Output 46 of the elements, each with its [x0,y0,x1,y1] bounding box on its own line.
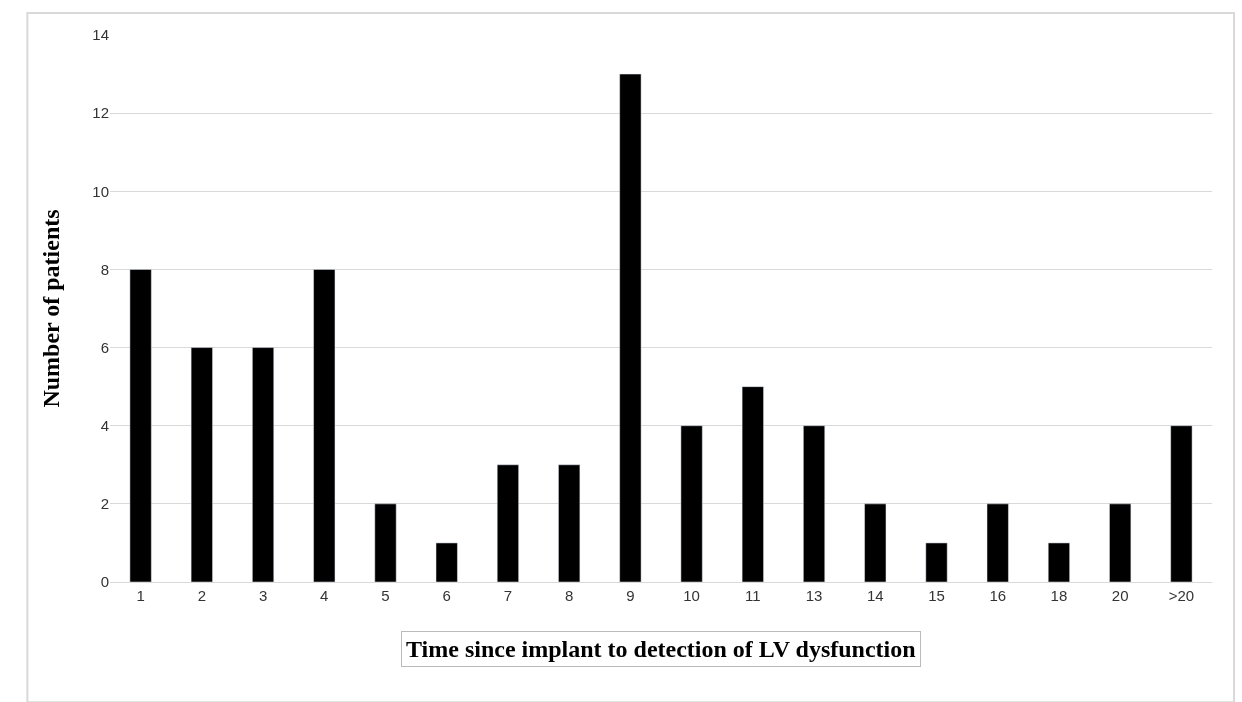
y-tick-label: 4 [100,416,109,434]
x-tick-label: 15 [928,587,945,604]
y-axis-title: Number of patients [38,209,65,408]
bar [374,503,397,582]
bar [252,347,275,582]
x-tick-label: 10 [683,587,700,604]
bar [558,464,581,582]
bar [741,386,764,582]
x-tick-label: 1 [136,587,145,604]
bar [619,73,642,582]
bar [1047,542,1070,582]
bar [680,425,703,582]
x-tick-label: 8 [565,587,574,604]
bar [925,542,948,582]
x-tick-label: 7 [503,587,513,604]
bar [190,347,213,582]
x-tick-label: 16 [989,587,1007,604]
y-tick-label: 14 [92,26,109,44]
y-tick-label: 10 [92,182,109,200]
y-tick-label: 2 [100,495,109,513]
y-tick-label: 6 [100,338,109,356]
bar [496,464,519,582]
x-tick-label: 6 [442,587,451,604]
bar [435,542,458,582]
x-tick-label: 14 [866,587,884,604]
bar [313,269,336,582]
x-tick-label: 18 [1050,587,1068,604]
bar [803,425,826,582]
y-tick-label: 0 [100,573,109,591]
bar [1109,503,1132,582]
x-tick-label: 11 [745,587,761,604]
bar [129,269,152,582]
x-tick-label: 2 [197,587,206,604]
x-tick-label: 13 [805,587,823,604]
y-tick-label: 12 [92,104,109,122]
x-tick-label: 4 [320,587,329,604]
x-tick-label: >20 [1168,587,1195,604]
x-tick-label: 9 [626,587,635,604]
x-tick-label: 20 [1111,587,1129,604]
bar [1170,425,1193,582]
x-tick-label: 5 [381,587,390,604]
x-tick-label: 3 [258,587,268,604]
bar [864,503,887,582]
y-tick-label: 8 [100,260,109,278]
bar [986,503,1009,582]
x-axis-title: Time since implant to detection of LV dysfunction [406,636,916,662]
